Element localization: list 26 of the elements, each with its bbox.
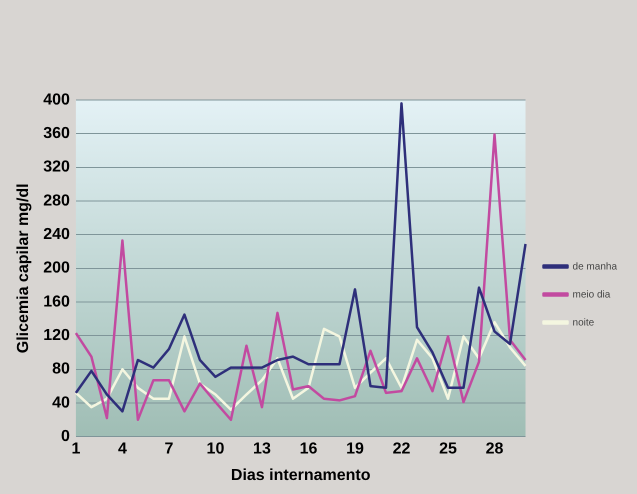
y-tick-label: 240 [43, 226, 70, 244]
x-tick-label: 13 [253, 440, 271, 458]
y-tick-label: 40 [52, 394, 70, 412]
y-tick-label: 320 [43, 158, 70, 176]
y-tick-label: 0 [60, 428, 70, 446]
y-tick-label: 400 [43, 91, 70, 108]
x-tick-label: 28 [486, 440, 504, 458]
x-axis-title: Dias internamento [230, 466, 371, 484]
x-tick-label: 25 [439, 440, 457, 458]
legend-label: noite [572, 317, 595, 328]
x-tick-label: 19 [346, 440, 364, 458]
y-tick-label: 160 [43, 293, 70, 310]
y-tick-label: 120 [43, 327, 70, 344]
y-tick-label: 360 [43, 125, 70, 142]
y-tick-label: 80 [52, 360, 70, 378]
legend-label: meio dia [572, 289, 611, 300]
y-axis-title: Glicemia capilar mg/dl [15, 183, 32, 354]
x-tick-label: 7 [164, 440, 174, 458]
x-tick-label: 1 [71, 440, 80, 458]
x-tick-label: 10 [206, 440, 224, 458]
legend-label: de manha [572, 261, 618, 272]
x-tick-label: 22 [392, 440, 410, 458]
x-tick-label: 16 [300, 440, 318, 458]
y-tick-label: 280 [43, 192, 70, 210]
y-tick-label: 200 [43, 260, 70, 277]
x-tick-label: 4 [118, 440, 127, 458]
